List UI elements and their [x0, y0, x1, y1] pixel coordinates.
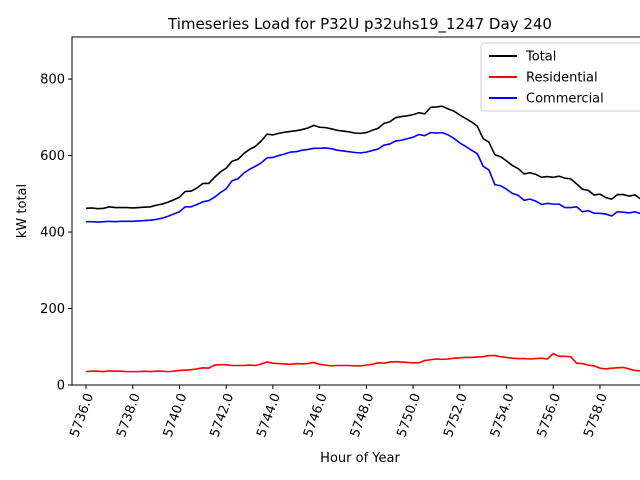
- series-line-residential: [85, 352, 640, 373]
- legend-label-total: Total: [525, 50, 556, 65]
- plot-frame: [71, 36, 640, 386]
- series-line-total: [85, 105, 640, 210]
- legend-label-residential: Residential: [526, 71, 598, 86]
- x-axis-label: Hour of Year: [320, 451, 400, 466]
- y-tick-label: 600: [40, 149, 65, 164]
- legend-label-commercial: Commercial: [526, 92, 604, 107]
- y-tick-label: 800: [40, 73, 65, 88]
- y-tick-label: 400: [40, 226, 65, 241]
- legend: Total Residential Commercial: [480, 42, 640, 112]
- plot-area: [85, 105, 640, 373]
- legend-box: [480, 42, 640, 112]
- chart-title: Timeseries Load for P32U p32uhs19_1247 D…: [167, 15, 552, 34]
- y-tick-label: 0: [57, 379, 65, 394]
- y-axis-label: kW total: [15, 184, 30, 238]
- series-line-commercial: [86, 131, 640, 223]
- y-axis: 0 200 400 600 800: [40, 73, 72, 394]
- y-tick-label: 200: [40, 302, 65, 317]
